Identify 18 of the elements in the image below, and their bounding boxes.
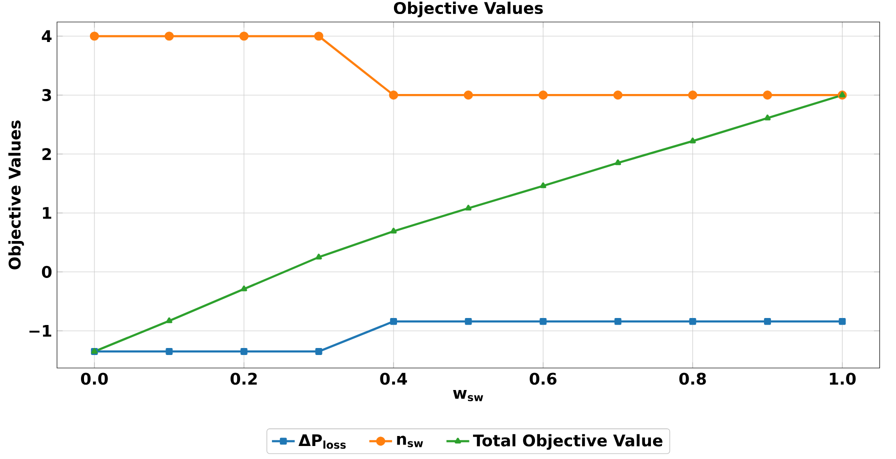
y-tick-label: 0 xyxy=(42,266,52,278)
x-tick-label: 0.2 xyxy=(230,372,257,385)
x-tick-label: 0.0 xyxy=(81,372,108,385)
y-tick-label: 3 xyxy=(42,89,52,102)
y-tick-label: −1 xyxy=(29,325,52,337)
x-tick-label: 1.0 xyxy=(830,372,856,385)
chart-title: Objective Values xyxy=(394,2,543,18)
y-tick-label: 1 xyxy=(42,207,52,219)
y-tick-label: 4 xyxy=(42,30,52,42)
x-axis-title: w$_{sw}$ xyxy=(453,390,484,402)
x-tick-label: 0.6 xyxy=(530,372,556,385)
x-tick-label: 0.8 xyxy=(679,372,706,385)
legend-label: ΔP$_{loss}$ xyxy=(298,434,346,449)
legend-label: n$_{sw}$ xyxy=(397,436,424,448)
legend-label: Total Objective Value xyxy=(473,434,662,450)
y-axis-title: Objective Values xyxy=(8,120,24,270)
y-tick-label: 2 xyxy=(42,148,51,160)
x-tick-label: 0.4 xyxy=(380,372,407,385)
